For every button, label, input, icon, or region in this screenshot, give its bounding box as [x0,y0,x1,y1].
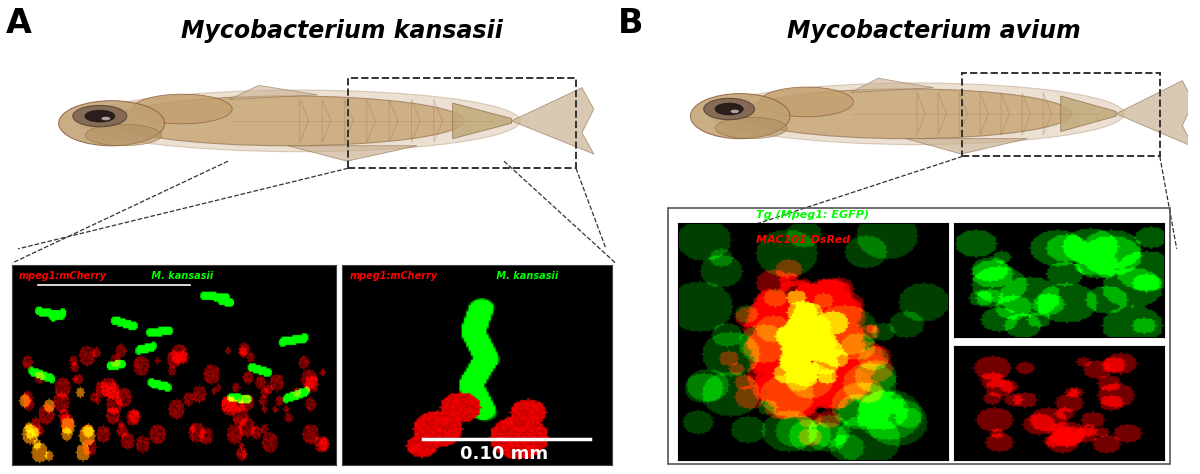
Polygon shape [229,85,317,100]
Circle shape [101,117,110,120]
Circle shape [85,110,115,122]
Ellipse shape [85,124,162,146]
Polygon shape [851,78,934,92]
Text: M. kansasii: M. kansasii [148,272,214,282]
Ellipse shape [715,118,787,139]
Text: mpeg1:mCherry: mpeg1:mCherry [350,272,438,282]
Text: 0.10 mm: 0.10 mm [460,445,548,463]
Polygon shape [452,103,511,138]
Circle shape [731,109,739,113]
Ellipse shape [132,94,232,124]
Polygon shape [511,88,594,154]
Text: B: B [618,7,643,40]
Text: Mycobacterium avium: Mycobacterium avium [787,19,1081,43]
Polygon shape [1061,96,1116,132]
Polygon shape [1116,81,1194,147]
Text: M. kansasii: M. kansasii [493,272,558,282]
Text: Mycobacterium kansasii: Mycobacterium kansasii [181,19,503,43]
Ellipse shape [740,89,1072,138]
Circle shape [73,106,127,127]
Ellipse shape [760,87,853,117]
Ellipse shape [79,90,521,152]
Ellipse shape [59,101,164,146]
Ellipse shape [690,94,790,138]
Bar [348,78,576,168]
Polygon shape [288,146,418,161]
Ellipse shape [709,83,1124,145]
Text: MAC101 DsRed: MAC101 DsRed [756,235,850,245]
Circle shape [715,103,743,115]
Bar [962,73,1160,156]
Text: A: A [6,7,32,40]
Text: Tg (Mpeg1: EGFP): Tg (Mpeg1: EGFP) [756,210,869,219]
Circle shape [703,99,755,120]
Ellipse shape [112,96,464,146]
Polygon shape [906,138,1027,154]
Text: mpeg1:mCherry: mpeg1:mCherry [18,272,107,282]
